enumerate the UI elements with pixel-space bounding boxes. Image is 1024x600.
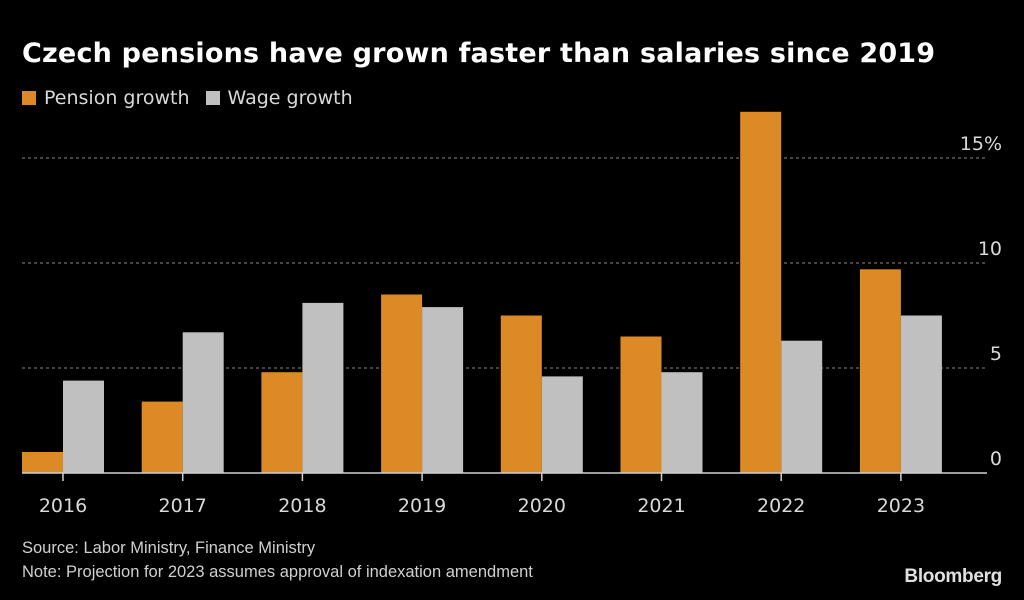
bar-wage <box>541 376 583 473</box>
x-tick-label: 2017 <box>159 495 207 517</box>
bar-pension <box>381 294 423 473</box>
legend-swatch-pension <box>22 91 36 105</box>
projection-note: Note: Projection for 2023 assumes approv… <box>22 563 533 581</box>
x-tick-label: 2021 <box>637 495 685 517</box>
footer: Source: Labor Ministry, Finance Ministry… <box>22 536 533 584</box>
legend-swatch-wage <box>205 91 220 105</box>
bar-pension <box>620 336 662 473</box>
bloomberg-logo: Bloomberg <box>904 566 1002 587</box>
y-tick-label: 0 <box>990 448 1002 470</box>
legend-item-pension: Pension growth <box>22 87 190 109</box>
y-tick-label: 5 <box>990 343 1002 365</box>
bar-wage <box>900 315 942 473</box>
legend-item-wage: Wage growth <box>205 87 353 109</box>
source-note: Source: Labor Ministry, Finance Ministry <box>22 539 316 557</box>
x-tick-label: 2016 <box>39 495 87 517</box>
bar-wage <box>302 302 344 473</box>
bar-pension <box>740 111 782 474</box>
x-tick-label: 2023 <box>877 495 925 517</box>
x-tick-label: 2018 <box>278 495 326 517</box>
bar-wage <box>63 380 104 473</box>
x-tick-label: 2020 <box>518 495 566 517</box>
bar-wage <box>781 340 823 473</box>
legend-label-wage: Wage growth <box>227 87 353 109</box>
y-tick-label: 10 <box>978 238 1002 260</box>
bar-pension <box>261 372 303 473</box>
bar-pension <box>500 315 542 473</box>
bar-wage <box>182 332 224 473</box>
x-tick-label: 2019 <box>398 495 446 517</box>
bar-wage <box>661 372 703 473</box>
y-tick-label: 15% <box>960 133 1002 155</box>
x-tick-label: 2022 <box>757 495 805 517</box>
legend: Pension growth Wage growth <box>22 87 369 109</box>
bar-pension <box>141 401 183 473</box>
bar-wage <box>422 307 464 473</box>
legend-label-pension: Pension growth <box>44 87 190 109</box>
chart-title: Czech pensions have grown faster than sa… <box>22 38 936 69</box>
bar-pension <box>859 269 901 473</box>
bar-pension <box>22 452 63 473</box>
